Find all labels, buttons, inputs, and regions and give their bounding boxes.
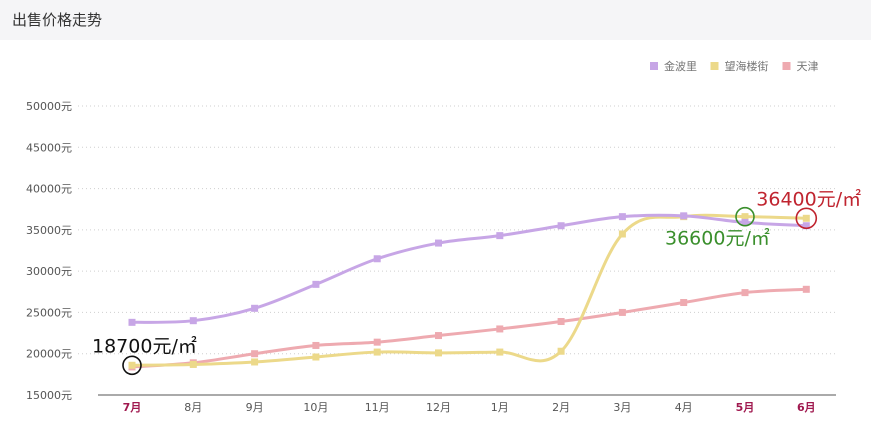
data-point	[496, 325, 504, 333]
chart-header: 出售价格走势	[0, 0, 871, 40]
y-tick-label: 15000元	[26, 389, 72, 402]
data-point	[251, 358, 259, 366]
annotation-label: 36600元/㎡	[665, 227, 770, 250]
data-point	[128, 361, 136, 369]
legend-swatch	[782, 62, 791, 70]
data-point	[802, 285, 810, 293]
y-tick-label: 45000元	[26, 141, 72, 154]
data-point	[496, 348, 504, 356]
x-tick-label: 10月	[303, 401, 328, 414]
data-point	[373, 338, 381, 346]
data-point	[312, 280, 320, 288]
data-point	[741, 218, 749, 226]
x-tick-label: 12月	[426, 401, 451, 414]
data-point	[373, 348, 381, 356]
annotation-label: 18700元/㎡	[92, 334, 197, 357]
data-point	[189, 360, 197, 368]
data-point	[618, 213, 626, 221]
annotation-circle	[735, 206, 755, 227]
data-point	[557, 347, 565, 355]
y-tick-label: 50000元	[26, 100, 72, 113]
legend-label: 望海楼街	[725, 59, 769, 73]
data-point	[741, 213, 749, 221]
data-point	[496, 232, 504, 240]
x-tick-label: 1月	[491, 401, 509, 414]
x-tick-label: 2月	[552, 401, 570, 414]
legend-label: 金波里	[664, 59, 697, 73]
data-point	[618, 230, 626, 238]
x-tick-label: 11月	[365, 401, 390, 414]
annotation-circle	[122, 355, 142, 376]
legend-label: 天津	[797, 60, 819, 73]
data-point	[128, 318, 136, 326]
data-point	[680, 212, 688, 220]
x-tick-label: 9月	[246, 401, 264, 414]
x-tick-label: 4月	[675, 401, 693, 414]
series-line	[131, 287, 807, 369]
data-point	[802, 222, 810, 230]
x-tick-label: 7月	[123, 401, 142, 414]
data-point	[251, 304, 259, 312]
data-point	[557, 318, 565, 326]
data-point	[680, 299, 688, 307]
y-tick-label: 35000元	[26, 224, 72, 237]
x-tick-label: 6月	[797, 401, 816, 414]
data-point	[251, 350, 259, 358]
x-tick-label: 3月	[613, 401, 631, 414]
chart-title: 出售价格走势	[12, 11, 103, 29]
y-tick-label: 20000元	[26, 348, 72, 361]
data-point	[189, 317, 197, 325]
data-point	[373, 255, 381, 263]
data-point	[312, 341, 320, 349]
y-tick-label: 30000元	[26, 265, 72, 278]
data-point	[557, 222, 565, 230]
legend-swatch	[710, 62, 719, 70]
y-tick-label: 40000元	[26, 183, 72, 196]
y-tick-label: 25000元	[26, 306, 72, 319]
data-point	[435, 332, 442, 340]
data-point	[435, 349, 442, 357]
legend-swatch	[650, 62, 658, 70]
data-point	[618, 308, 626, 316]
x-tick-label: 5月	[736, 401, 755, 414]
annotation-label: 36400元/㎡	[756, 187, 861, 210]
data-point	[435, 239, 442, 247]
data-point	[312, 353, 320, 361]
data-point	[741, 289, 749, 297]
annotation-circle	[795, 207, 818, 230]
x-tick-label: 8月	[184, 401, 202, 414]
data-point	[802, 214, 810, 222]
